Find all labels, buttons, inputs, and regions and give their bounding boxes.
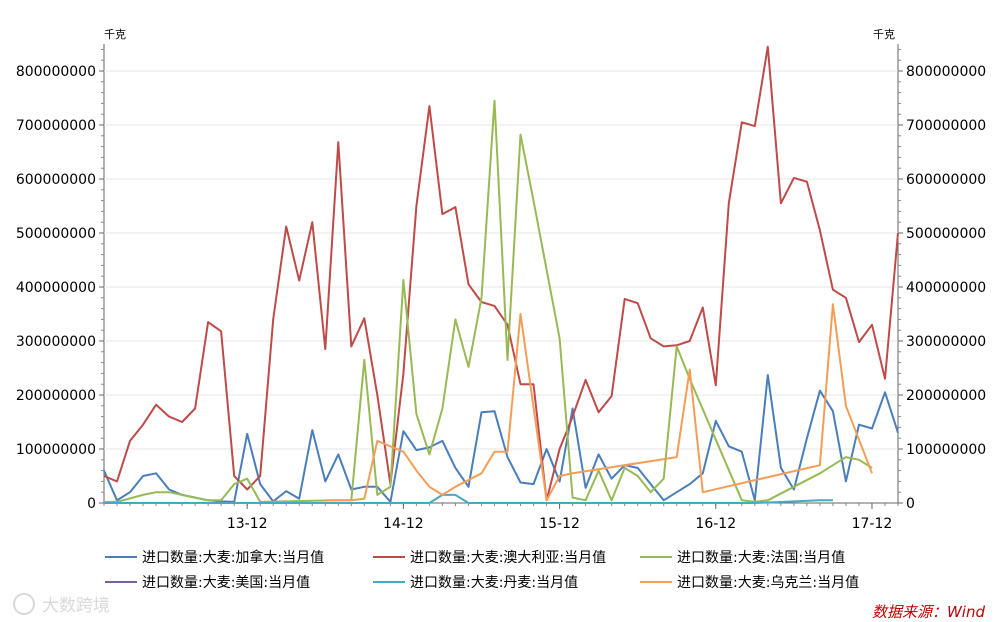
legend-label: 进口数量:大麦:乌克兰:当月值 (677, 575, 859, 591)
y-ticks: 0 0 100000000 100000000 200000000 200000000 30… (16, 48, 986, 512)
series-line (325, 303, 873, 502)
y-tick-label-right: 600000000 (906, 172, 986, 188)
series-2 (104, 99, 873, 503)
x-ticks: 13-12 14-12 15-12 16-12 17-12 (103, 503, 899, 532)
y-tick-label-right: 500000000 (906, 226, 986, 242)
legend-label: 进口数量:大麦:加拿大:当月值 (142, 549, 324, 566)
series-5 (325, 303, 873, 502)
gridlines (104, 70, 898, 450)
source-label: 数据来源：Wind (872, 603, 986, 621)
left-unit-label: 千克 (104, 28, 126, 41)
y-tick-label-right: 200000000 (906, 388, 986, 404)
series-4 (104, 493, 833, 504)
y-tick-label-left: 100000000 (16, 442, 96, 458)
y-tick-label-right: 300000000 (906, 334, 986, 350)
legend-label: 进口数量:大麦:澳大利亚:当月值 (410, 550, 606, 566)
series-1 (103, 45, 899, 502)
y-tick-label-left: 700000000 (16, 118, 96, 134)
watermark: 大数跨境 (13, 593, 110, 616)
series-line (103, 45, 899, 502)
y-tick-label-left: 600000000 (16, 172, 96, 188)
legend: 进口数量:大麦:加拿大:当月值 进口数量:大麦:澳大利亚:当月值 进口数量:大麦:法… (105, 549, 859, 591)
y-tick-label-left: 400000000 (16, 280, 96, 296)
y-tick-label-right: 700000000 (906, 118, 986, 134)
right-unit-label: 千克 (873, 28, 895, 41)
y-tick-label-left: 800000000 (16, 64, 96, 80)
watermark-text: 大数跨境 (42, 596, 110, 616)
y-tick-label-left: 300000000 (16, 334, 96, 350)
watermark-logo-icon (13, 593, 35, 615)
x-tick-label: 17-12 (852, 516, 893, 532)
x-tick-label: 13-12 (227, 516, 268, 532)
y-tick-label-right: 100000000 (906, 442, 986, 458)
x-tick-label: 14-12 (383, 516, 424, 532)
y-tick-label-right: 800000000 (906, 64, 986, 80)
series-line (104, 493, 833, 504)
y-tick-label-left: 0 (87, 496, 96, 512)
x-tick-label: 16-12 (695, 516, 736, 532)
series-line (104, 99, 873, 503)
legend-label: 进口数量:大麦:法国:当月值 (677, 550, 845, 566)
legend-label: 进口数量:大麦:丹麦:当月值 (410, 575, 578, 591)
y-tick-label-left: 500000000 (16, 226, 96, 242)
series-0 (103, 374, 899, 503)
legend-label: 进口数量:大麦:美国:当月值 (142, 575, 310, 591)
series-lines (103, 45, 899, 504)
y-tick-label-right: 400000000 (906, 280, 986, 296)
y-tick-label-left: 200000000 (16, 388, 96, 404)
y-tick-label-right: 0 (906, 496, 915, 512)
series-line (103, 374, 899, 503)
x-tick-label: 15-12 (539, 516, 580, 532)
